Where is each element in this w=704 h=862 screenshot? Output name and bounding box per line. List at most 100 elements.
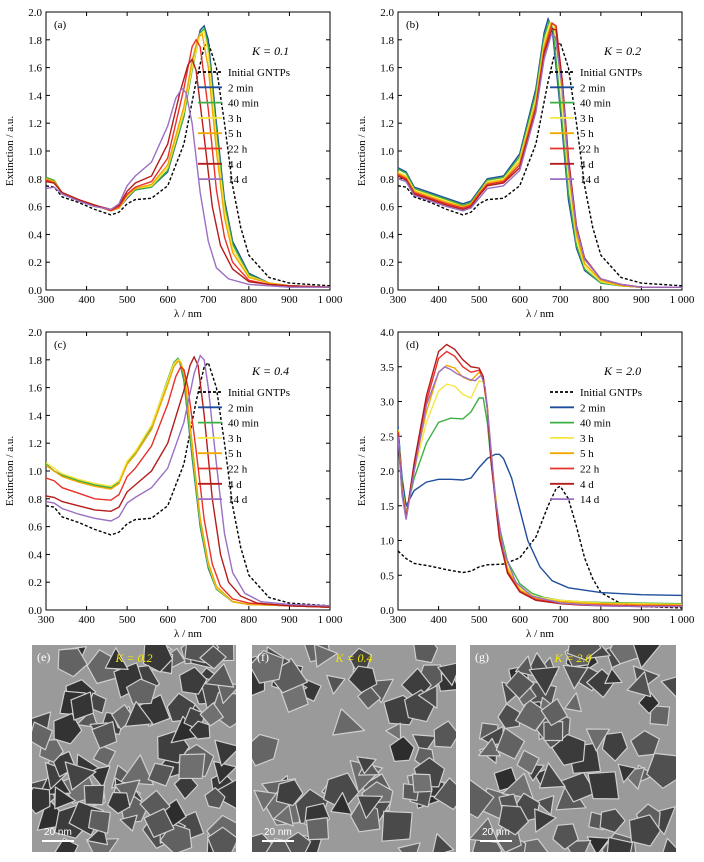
scale-bar-label: 20 nm [264, 827, 292, 838]
y-tick-label: 0.2 [380, 257, 394, 269]
nanoparticle [540, 698, 568, 727]
nanoparticle [660, 676, 676, 698]
legend-label: 3 h [580, 433, 594, 445]
tem-texture [470, 645, 676, 852]
tem-texture [252, 645, 456, 852]
x-tick-label: 400 [78, 614, 95, 626]
nanoparticle [626, 671, 652, 698]
nanoparticle [253, 789, 277, 812]
x-tick-label: 900 [633, 294, 650, 306]
x-tick-label: 300 [38, 614, 55, 626]
legend-label: 4 d [580, 159, 594, 171]
nanoparticle [143, 808, 175, 838]
nanoparticle [381, 810, 413, 842]
y-tick-label: 0.6 [380, 202, 394, 214]
legend-label: 5 h [228, 128, 242, 140]
x-tick-label: 800 [241, 294, 258, 306]
nanoparticle [104, 647, 129, 670]
series-line [398, 485, 682, 609]
nanoparticle [275, 779, 304, 807]
x-tick-label: 900 [281, 294, 298, 306]
series-line [398, 397, 682, 605]
nanoparticle [389, 735, 415, 763]
nanoparticle [470, 779, 495, 819]
nanoparticle [586, 836, 611, 852]
y-tick-label: 0.4 [380, 229, 394, 241]
legend-label: 4 d [228, 479, 242, 491]
legend-label: Initial GNTPs [228, 387, 290, 399]
y-tick-label: 1.2 [28, 438, 42, 450]
y-tick-label: 1.4 [380, 90, 394, 102]
chart-c: 300 400 500 600 700 800 900 1 000 0.0 0.2 0.4 0.6 0.… [4, 327, 343, 640]
y-tick-label: 1.6 [380, 63, 394, 75]
nanoparticle [106, 791, 131, 815]
tem-image-e: (e) K = 0.2 20 nm [32, 645, 236, 852]
scale-bar [480, 840, 512, 842]
nanoparticle [204, 663, 235, 688]
nanoparticle [54, 786, 77, 810]
nanoparticle [323, 772, 360, 810]
nanoparticle [178, 666, 208, 695]
legend-label: 4 d [228, 159, 242, 171]
nanoparticle [210, 691, 236, 729]
nanoparticle [514, 655, 534, 677]
x-tick-label: 700 [552, 294, 569, 306]
y-tick-label: 1.0 [28, 146, 42, 158]
x-tick-label: 700 [552, 614, 569, 626]
nanoparticle [535, 795, 555, 816]
nanoparticle [385, 722, 402, 742]
panel-label: (b) [406, 19, 419, 31]
series-line [46, 41, 330, 287]
nanoparticle [599, 808, 626, 834]
y-tick-label: 0.0 [380, 285, 394, 297]
x-tick-label: 700 [200, 294, 217, 306]
y-tick-label: 2.0 [380, 7, 394, 19]
nanoparticle [199, 702, 224, 727]
y-axis-label: Extinction / a.u. [4, 436, 16, 507]
y-tick-label: 3.0 [380, 397, 394, 409]
nanoparticle [478, 737, 501, 757]
y-tick-label: 0.0 [380, 605, 394, 617]
chart-b: 300 400 500 600 700 800 900 1 000 0.0 0.2 0.4 0.6 0.… [356, 7, 695, 320]
nanoparticle [147, 762, 175, 787]
nanoparticle [505, 670, 535, 700]
nanoparticle [649, 705, 671, 726]
y-tick-label: 1.0 [380, 536, 394, 548]
nanoparticle [501, 772, 534, 800]
chart-a: 300 400 500 600 700 800 900 1 000 0.0 0.2 0.4 0.6 0.… [4, 7, 343, 320]
nanoparticle [417, 684, 438, 709]
nanoparticle [92, 744, 117, 767]
y-tick-label: 0.6 [28, 522, 42, 534]
nanoparticle [617, 763, 637, 784]
legend-label: 5 h [580, 448, 594, 460]
series-line [398, 364, 682, 606]
x-tick-label: 900 [281, 614, 298, 626]
series-line [398, 16, 682, 288]
panel-label: (a) [54, 19, 67, 31]
nanoparticle [630, 730, 660, 757]
legend-label: Initial GNTPs [580, 387, 642, 399]
y-tick-label: 0.2 [28, 577, 42, 589]
nanoparticle [330, 791, 353, 815]
series-line [46, 354, 330, 607]
x-tick-label: 300 [390, 294, 407, 306]
nanoparticle [32, 787, 51, 815]
legend-label: 14 d [228, 174, 248, 186]
y-tick-label: 2.0 [28, 7, 42, 19]
nanoparticle [604, 667, 623, 685]
nanoparticle [356, 795, 384, 819]
nanoparticle [207, 826, 236, 852]
x-tick-label: 600 [511, 294, 528, 306]
y-tick-label: 0.4 [28, 549, 42, 561]
series-line [46, 355, 330, 608]
nanoparticle [70, 691, 95, 721]
y-tick-label: 1.0 [28, 466, 42, 478]
nanoparticle [142, 645, 174, 673]
x-tick-label: 800 [593, 614, 610, 626]
nanoparticle [432, 833, 455, 852]
series-line [46, 361, 330, 607]
nanoparticle [411, 773, 433, 793]
nanoparticle [495, 727, 526, 760]
legend-label: 40 min [580, 418, 611, 430]
